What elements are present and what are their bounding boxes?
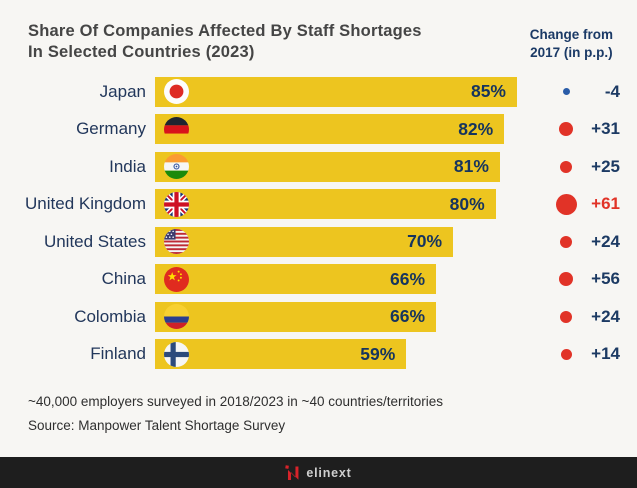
united-kingdom-flag-icon	[164, 191, 189, 217]
change-cell: -4	[517, 77, 637, 107]
bar-united-kingdom: 80%	[155, 189, 496, 220]
bar-track: 85%	[155, 76, 517, 107]
change-value: +24	[591, 306, 620, 326]
change-value: +56	[591, 269, 620, 289]
change-value: +31	[591, 119, 620, 139]
change-value: +14	[591, 344, 620, 364]
bar-chart: Japan 85% -4 G	[0, 76, 637, 370]
row-finland: Finland 59% +14	[0, 339, 637, 370]
change-cell: +31	[517, 114, 637, 144]
finland-flag-icon	[164, 341, 189, 367]
change-value: +25	[591, 156, 620, 176]
change-value: -4	[604, 81, 620, 101]
change-dot	[555, 193, 577, 215]
country-label: Germany	[76, 119, 146, 139]
bar-united-states: 70%	[155, 226, 454, 257]
footnotes: ~40,000 employers surveyed in 2018/2023 …	[28, 390, 443, 437]
japan-flag-icon	[164, 79, 189, 105]
bar-track: 66%	[155, 264, 517, 295]
bar-value-label: 81%	[453, 156, 489, 177]
country-label: India	[109, 156, 146, 176]
bar-value-label: 66%	[390, 268, 426, 289]
bar-track: 81%	[155, 151, 517, 182]
bar-finland: 59%	[155, 339, 407, 370]
country-label: Japan	[99, 81, 146, 101]
change-value: +61	[591, 194, 620, 214]
row-germany: Germany 82% +31	[0, 114, 637, 145]
bar-value-label: 70%	[407, 231, 443, 252]
change-column-header: Change from 2017 (in p.p.)	[530, 26, 619, 61]
dot-box	[543, 310, 589, 323]
row-united-states: United States	[0, 226, 637, 257]
elinext-logo-icon	[285, 465, 299, 480]
row-united-kingdom: United Kingdom 80%	[0, 189, 637, 220]
change-cell: +24	[517, 227, 637, 257]
change-value: +24	[591, 231, 620, 251]
country-label: Finland	[90, 344, 146, 364]
bar-track: 80%	[155, 189, 517, 220]
brand-name: elinext	[306, 465, 352, 480]
change-cell: +25	[517, 152, 637, 182]
change-column-header-line1: Change from	[529, 27, 613, 42]
bar-track: 70%	[155, 226, 517, 257]
row-colombia: Colombia 66% +24	[0, 301, 637, 332]
dot-box	[543, 272, 589, 287]
change-dot	[560, 160, 572, 173]
change-dot	[560, 310, 572, 323]
bar-india: 81%	[155, 151, 500, 182]
china-flag-icon	[164, 266, 189, 292]
bar-value-label: 66%	[390, 306, 426, 327]
footnote-survey: ~40,000 employers surveyed in 2018/2023 …	[28, 394, 443, 409]
germany-flag-icon	[164, 116, 189, 142]
bar-colombia: 66%	[155, 301, 437, 332]
row-japan: Japan 85% -4	[0, 76, 637, 107]
dot-box	[543, 160, 589, 173]
bar-value-label: 85%	[470, 81, 506, 102]
dot-box	[543, 88, 589, 96]
chart-title: Share Of Companies Affected By Staff Sho…	[28, 21, 422, 64]
united-states-flag-icon	[164, 229, 189, 255]
change-column-header-line2: 2017 (in p.p.)	[530, 44, 613, 60]
dot-box	[543, 122, 589, 137]
chart-title-line1: Share Of Companies Affected By Staff Sho…	[28, 22, 422, 40]
change-cell: +14	[517, 339, 637, 369]
dot-box	[543, 235, 589, 248]
change-cell: +61	[517, 189, 637, 219]
country-label: United States	[43, 231, 146, 251]
country-label: United Kingdom	[25, 194, 146, 214]
chart-title-line2: In Selected Countries (2023)	[28, 43, 255, 62]
header: Share Of Companies Affected By Staff Sho…	[0, 0, 637, 77]
dot-box	[543, 348, 589, 360]
bar-track: 59%	[155, 339, 517, 370]
bar-value-label: 80%	[449, 193, 485, 214]
country-label: Colombia	[74, 306, 146, 326]
bar-japan: 85%	[155, 76, 517, 107]
bar-track: 66%	[155, 301, 517, 332]
bar-track: 82%	[155, 114, 517, 145]
footnote-source: Source: Manpower Talent Shortage Survey	[28, 417, 286, 433]
change-dot	[560, 348, 572, 360]
footer-bar: elinext	[0, 457, 637, 488]
bar-value-label: 82%	[458, 118, 494, 139]
change-dot	[562, 88, 570, 96]
dot-box	[543, 193, 589, 215]
row-india: India 81%	[0, 151, 637, 182]
colombia-flag-icon	[164, 304, 189, 330]
change-cell: +24	[517, 302, 637, 332]
bar-value-label: 59%	[360, 343, 396, 364]
india-flag-icon	[164, 154, 189, 180]
country-label: China	[101, 269, 146, 289]
bar-germany: 82%	[155, 114, 505, 145]
change-cell: +56	[517, 264, 637, 294]
bar-china: 66%	[155, 264, 437, 295]
change-dot	[559, 272, 573, 287]
change-dot	[560, 235, 572, 248]
change-dot	[559, 122, 573, 137]
row-china: China 66%	[0, 264, 637, 295]
